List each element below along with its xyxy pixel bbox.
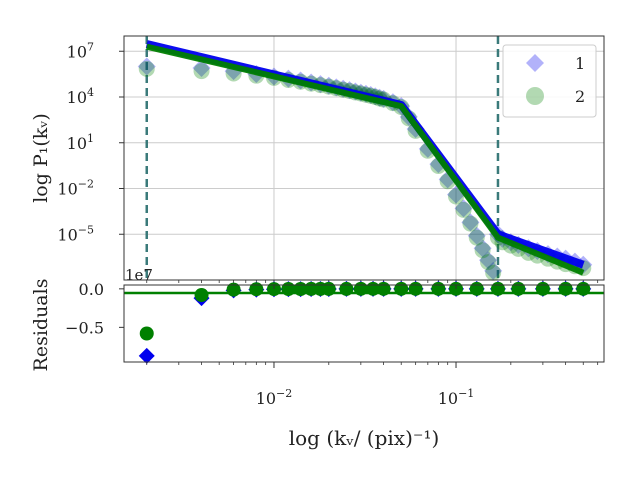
data-point-s0-28 [454,199,473,218]
residual-point-s1-0 [139,326,154,341]
y-tick-label-4: 10−5 [57,223,94,244]
data-point-s1-31 [474,242,491,259]
legend: 1 2 [502,44,597,118]
x-tick-label-1: 10−1 [438,387,475,408]
bottom-y-tick-labels: 0.0 −0.5 [65,280,104,338]
data-point-s1-33 [485,264,502,281]
top-y-tick-labels: 107 104 101 10−2 10−5 [57,40,94,244]
data-point-s1-29 [462,215,479,232]
top-axes-frame [123,35,605,281]
residual-point-s0-0 [138,347,155,364]
x-tick-label-0: 10−2 [256,387,293,408]
legend-label-2: 2 [575,87,585,106]
legend-diamond-marker [526,54,544,72]
data-point-s1-27 [448,188,465,205]
data-point-s0-33 [484,261,503,280]
data-point-s1-0 [138,60,155,77]
y-tick-label-3: 10−2 [57,178,94,199]
data-point-s1-30 [468,229,485,246]
top-fit-lines [145,40,585,276]
bottom-tick-marks [119,285,599,368]
residuals-axis-label: Residuals [30,279,52,372]
y-tick-label-1: 104 [67,86,94,107]
reference-lines [145,36,500,280]
data-point-s0-31 [473,239,492,258]
data-point-s0-29 [461,213,480,232]
legend-box [502,44,597,118]
data-point-s0-32 [479,251,498,270]
residual-point-s1-1 [194,288,209,303]
y-tick-label-2: 101 [67,132,94,153]
legend-label-1: 1 [575,54,585,73]
y-axis-label: log P₁(kᵥ) [30,113,52,203]
y-tick-label-0: 107 [67,40,94,61]
legend-circle-marker [526,87,544,105]
bottom-axes-frame [123,284,605,363]
residual-y-tick-label-1: −0.5 [65,318,104,337]
x-axis-label: log (kᵥ/ (pix)⁻¹) [289,426,440,450]
data-point-s0-30 [467,226,486,245]
data-point-s1-28 [455,201,472,218]
data-point-s0-0 [137,57,156,76]
residual-y-tick-label-0: 0.0 [79,280,104,299]
x-tick-labels: 10−2 10−1 [256,387,475,408]
data-point-s1-32 [480,254,497,271]
offset-label: 1e7 [125,266,153,284]
fit-line-1 [146,43,585,276]
data-point-s1-1 [193,63,210,80]
